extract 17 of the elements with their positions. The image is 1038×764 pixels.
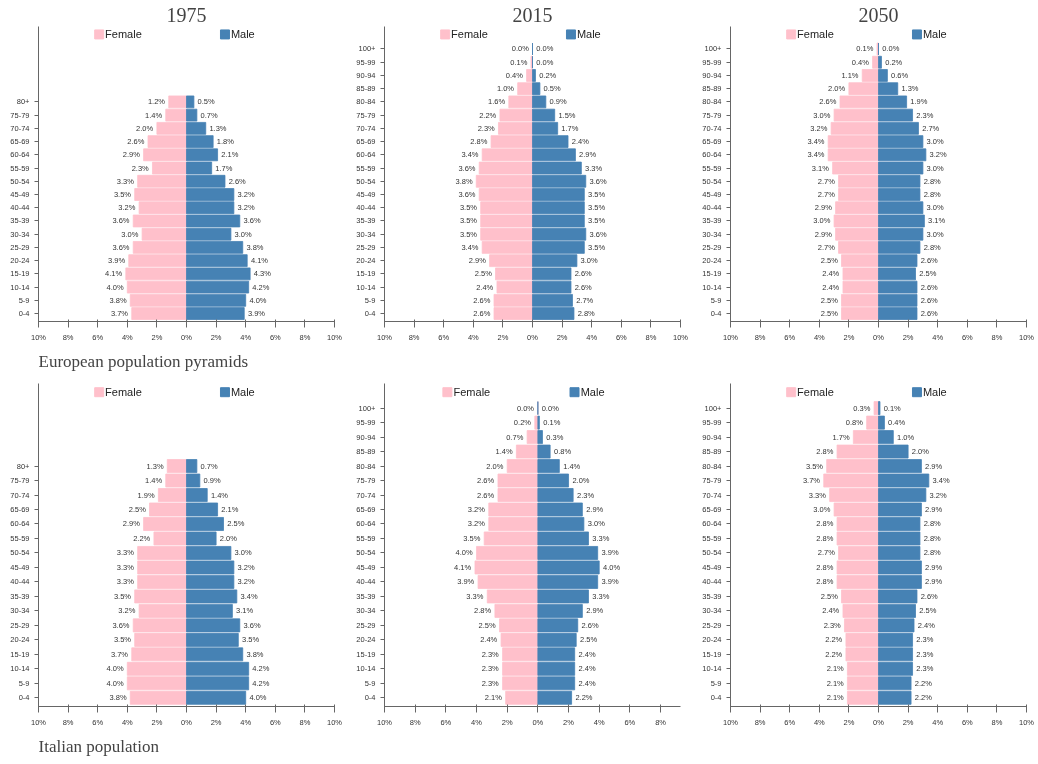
legend-label: Male (230, 28, 255, 41)
legend-label: Female (797, 28, 834, 41)
legend-label: Male (576, 28, 601, 41)
legend-label: Male (580, 386, 605, 399)
legend-label: Male (230, 386, 255, 399)
chart-title: 2015 (512, 3, 553, 26)
legend-label: Female (451, 28, 488, 41)
legend-label: Male (922, 386, 947, 399)
legend-label: Male (922, 28, 947, 41)
text: European population pyramids (38, 351, 249, 371)
legend-label: Female (797, 386, 834, 399)
text: Italian population (38, 736, 160, 756)
chart-title: 2050 (858, 3, 899, 26)
legend-label: Female (105, 386, 142, 399)
chart-title: 1975 (166, 3, 207, 26)
legend-label: Female (105, 28, 142, 41)
legend-label: Female (453, 386, 491, 399)
